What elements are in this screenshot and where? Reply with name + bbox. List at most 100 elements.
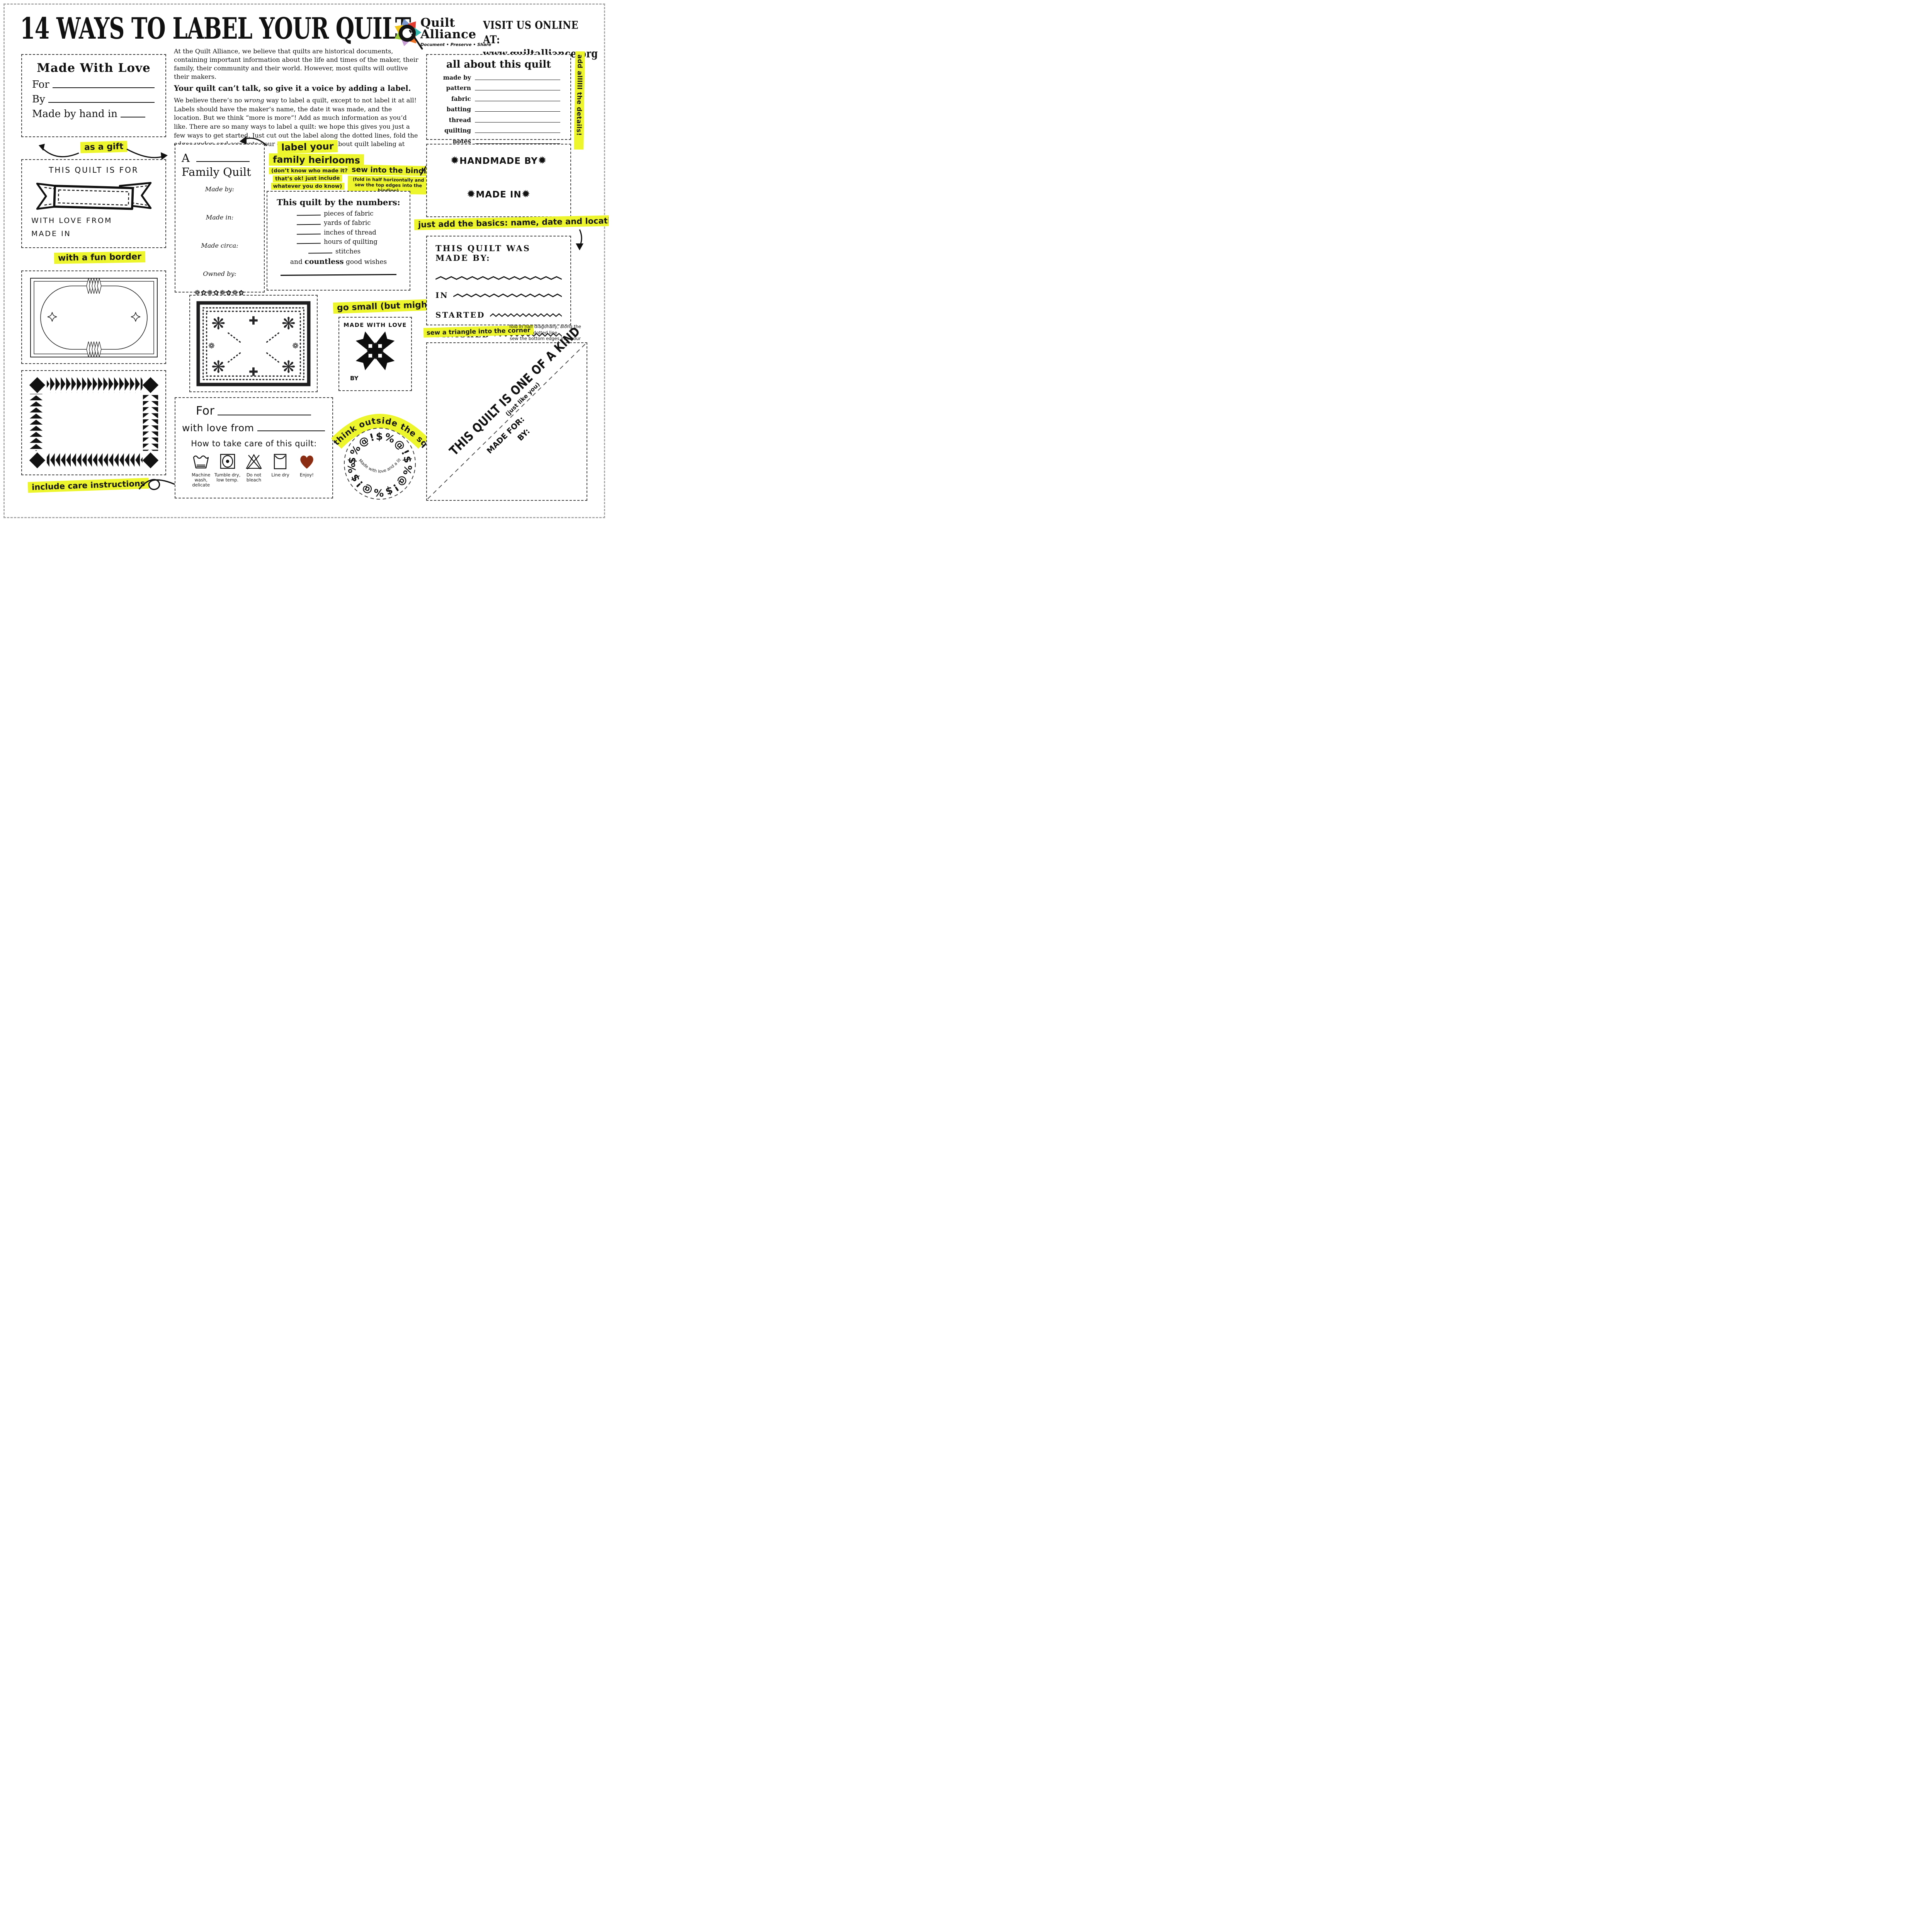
all-about-row-batting: batting <box>435 105 560 113</box>
numbers-item-label: pieces of fabric <box>324 209 374 217</box>
heirloom-line3: (don’t know who made it? <box>269 167 350 174</box>
star-label-by: BY <box>350 375 359 382</box>
family-quilt-a: A <box>182 151 190 165</box>
care-for-row: For <box>196 404 312 418</box>
all-about-field-line <box>475 143 560 144</box>
zigzag-line-icon <box>453 293 562 297</box>
star-icon: ✹ <box>450 155 460 167</box>
care-caption: Machine wash, <box>192 472 211 483</box>
label-cross-stitch-border: ❋ ❋ ❋ ❋ ✚ ✚ ❁ ❁ <box>189 295 318 392</box>
line-dry-icon <box>274 454 287 469</box>
numbers-blank-line <box>296 223 321 225</box>
family-quilt-a-row: A <box>182 151 258 165</box>
all-about-field-label: quilting <box>444 127 471 134</box>
label-quilt-by-numbers: This quilt by the numbers: pieces of fab… <box>267 191 410 291</box>
heirloom-line4: that’s ok! just include <box>273 175 342 182</box>
quilt-alliance-logo: Quilt Alliance Document • Preserve • Sha… <box>389 14 491 51</box>
numbers-blank-line <box>308 252 333 253</box>
care-item-machine-wash: Machine wash, delicate <box>188 452 214 488</box>
fun-border-frame-icon <box>30 278 158 357</box>
logo-name-line1: Quilt <box>420 16 455 30</box>
label-quilt-was-made-by: THIS QUILT WAS MADE BY: IN STARTED FINIS… <box>426 236 571 339</box>
banner-in-label: MADE IN <box>31 230 71 238</box>
all-about-field-label: pattern <box>446 84 471 92</box>
svg-text:✚: ✚ <box>249 365 259 378</box>
label-corner-triangle: THIS QUILT IS ONE OF A KIND (just like y… <box>426 324 587 501</box>
banner-from-label: WITH LOVE FROM <box>31 216 112 225</box>
numbers-row-inches: inches of thread <box>296 229 404 236</box>
all-about-field-line <box>475 79 560 80</box>
made-by-name-line <box>435 276 562 280</box>
care-how-title: How to take care of this quilt: <box>191 439 317 448</box>
printable-quilt-label-sheet: 14 WAYS TO LABEL YOUR QUILT Quilt Allian… <box>0 0 609 522</box>
zigzag-line-icon <box>435 276 562 280</box>
all-about-field-label: batting <box>446 105 471 113</box>
star-label-title: MADE WITH LOVE <box>344 322 407 328</box>
diagonal-fold-line-icon <box>427 344 586 499</box>
all-about-row-pattern: pattern <box>435 84 560 92</box>
care-caption: low temp. <box>216 477 239 483</box>
all-about-field-line <box>475 121 560 122</box>
just-basics-arrow-icon <box>576 229 583 250</box>
field-for-label: For <box>32 79 49 90</box>
label-made-with-love: Made With Love For By Made by hand in <box>21 54 166 137</box>
care-for-label: For <box>196 404 215 418</box>
label-think-outside-circle: think outside the square $%@!$%@!$%@!$%@… <box>332 403 428 500</box>
svg-text:✚: ✚ <box>249 314 259 327</box>
care-for-line <box>218 414 311 415</box>
care-from-row: with love from <box>182 422 326 434</box>
numbers-row-yards: yards of fabric <box>296 219 404 226</box>
family-field-made-by: Made by: <box>205 185 235 193</box>
all-about-row-made-by: made by <box>435 74 560 81</box>
family-field-made-in: Made in: <box>206 214 234 221</box>
all-about-field-label: thread <box>449 116 471 124</box>
visit-line1: VISIT US ONLINE AT: <box>483 18 578 46</box>
all-about-row-quilting: quilting <box>435 127 560 134</box>
field-for: For <box>32 79 155 90</box>
field-hand-label: Made by hand in <box>32 108 117 120</box>
numbers-tail-pre: and <box>290 258 305 266</box>
care-caption: delicate <box>192 482 210 488</box>
callout-include-care-instructions: include care instructions <box>27 478 149 493</box>
star-icon: ✹ <box>466 188 476 200</box>
numbers-signature-line <box>280 274 397 276</box>
numbers-blank-line <box>296 214 321 216</box>
all-about-field-label: made by <box>443 73 471 81</box>
made-by-in-label: IN <box>435 291 449 300</box>
all-about-field-label: notes <box>452 137 471 145</box>
all-about-field-line <box>475 132 560 133</box>
label-flying-geese-border <box>21 370 166 475</box>
intro-emphasis: Your quilt can’t talk, so give it a voic… <box>174 84 411 93</box>
care-from-line <box>257 430 325 431</box>
svg-text:❋: ❋ <box>211 314 225 333</box>
made-by-in-row: IN <box>435 291 562 300</box>
made-by-started-label: STARTED <box>435 310 485 320</box>
heirloom-line5: whatever you do know) <box>270 183 345 190</box>
handmade-by-text: HANDMADE BY <box>459 156 538 166</box>
care-icons-row: Machine wash, delicate Tumble dry, low tem… <box>188 452 320 488</box>
all-about-row-thread: thread <box>435 116 560 124</box>
all-about-field-label: fabric <box>451 95 471 102</box>
numbers-item-label: hours of quilting <box>324 238 378 245</box>
care-from-label: with love from <box>182 422 254 434</box>
numbers-tail: and countless good wishes <box>273 257 404 266</box>
numbers-blank-line <box>296 242 321 244</box>
care-item-do-not-bleach: Do not bleach <box>241 452 267 488</box>
tumble-dry-low-icon <box>220 454 235 469</box>
banner-label-title: THIS QUILT IS FOR <box>49 165 139 175</box>
callout-with-a-fun-border: with a fun border <box>54 251 146 264</box>
circle-cut-line <box>344 428 416 500</box>
all-about-field-line <box>475 89 560 90</box>
arc-highlight-band <box>332 414 428 449</box>
care-caption: Do not <box>246 472 262 478</box>
numbers-title: This quilt by the numbers: <box>277 198 400 207</box>
zigzag-line-icon <box>490 313 562 317</box>
as-a-gift-right-arrow-icon <box>126 148 168 160</box>
field-made-by-hand: Made by hand in <box>32 108 155 120</box>
label-all-about-this-quilt: all about this quilt made by pattern fab… <box>426 54 571 145</box>
label-title: Made With Love <box>37 61 151 75</box>
numbers-item-label: stitches <box>335 247 361 255</box>
quilt-star-block-icon <box>355 331 395 371</box>
svg-text:❁: ❁ <box>208 341 215 350</box>
numbers-row-stitches: stitches <box>308 248 404 255</box>
